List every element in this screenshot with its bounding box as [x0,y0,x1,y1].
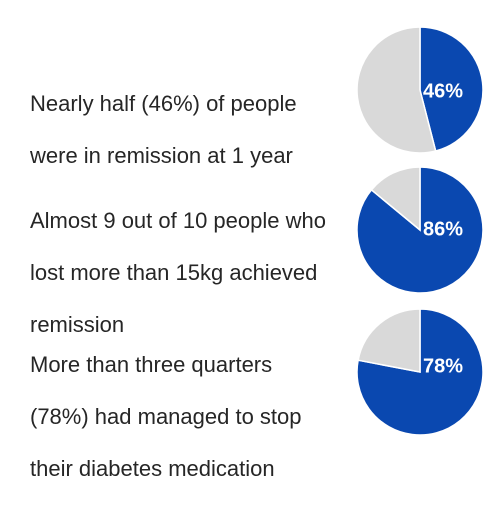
stat-description: Nearly half (46%) of people were in remi… [30,65,340,195]
pie-value-label: 46% [423,80,463,102]
pie-slice-remainder [356,26,437,154]
stat-description-line: remission [30,312,125,337]
pie-slice-remainder [370,166,421,232]
stat-description-line: Almost 9 out of 10 people who [30,208,326,233]
stat-row-remission: Nearly half (46%) of people were in remi… [0,26,500,168]
pie-value-label: 86% [423,218,463,240]
stat-description-line: More than three quarters [30,352,273,377]
pie-chart-weight-loss: 86% [356,166,484,294]
pie-chart-remission: 46% [356,26,484,154]
pie-value-label: 78% [423,355,463,377]
stat-description-line: lost more than 15kg achieved [30,260,318,285]
stat-description-line: were in remission at 1 year [30,143,293,168]
pie-slice-highlight [419,26,484,152]
stat-row-weight-loss: Almost 9 out of 10 people who lost more … [0,166,500,337]
pie-slice-remainder [357,308,421,373]
stat-description: Almost 9 out of 10 people who lost more … [30,182,340,364]
stat-row-medication: More than three quarters (78%) had manag… [0,308,500,481]
stat-description: More than three quarters (78%) had manag… [30,326,340,508]
stat-description-line: Nearly half (46%) of people [30,91,297,116]
stat-description-line: (78%) had managed to stop [30,404,302,429]
pie-chart-medication: 78% [356,308,484,436]
